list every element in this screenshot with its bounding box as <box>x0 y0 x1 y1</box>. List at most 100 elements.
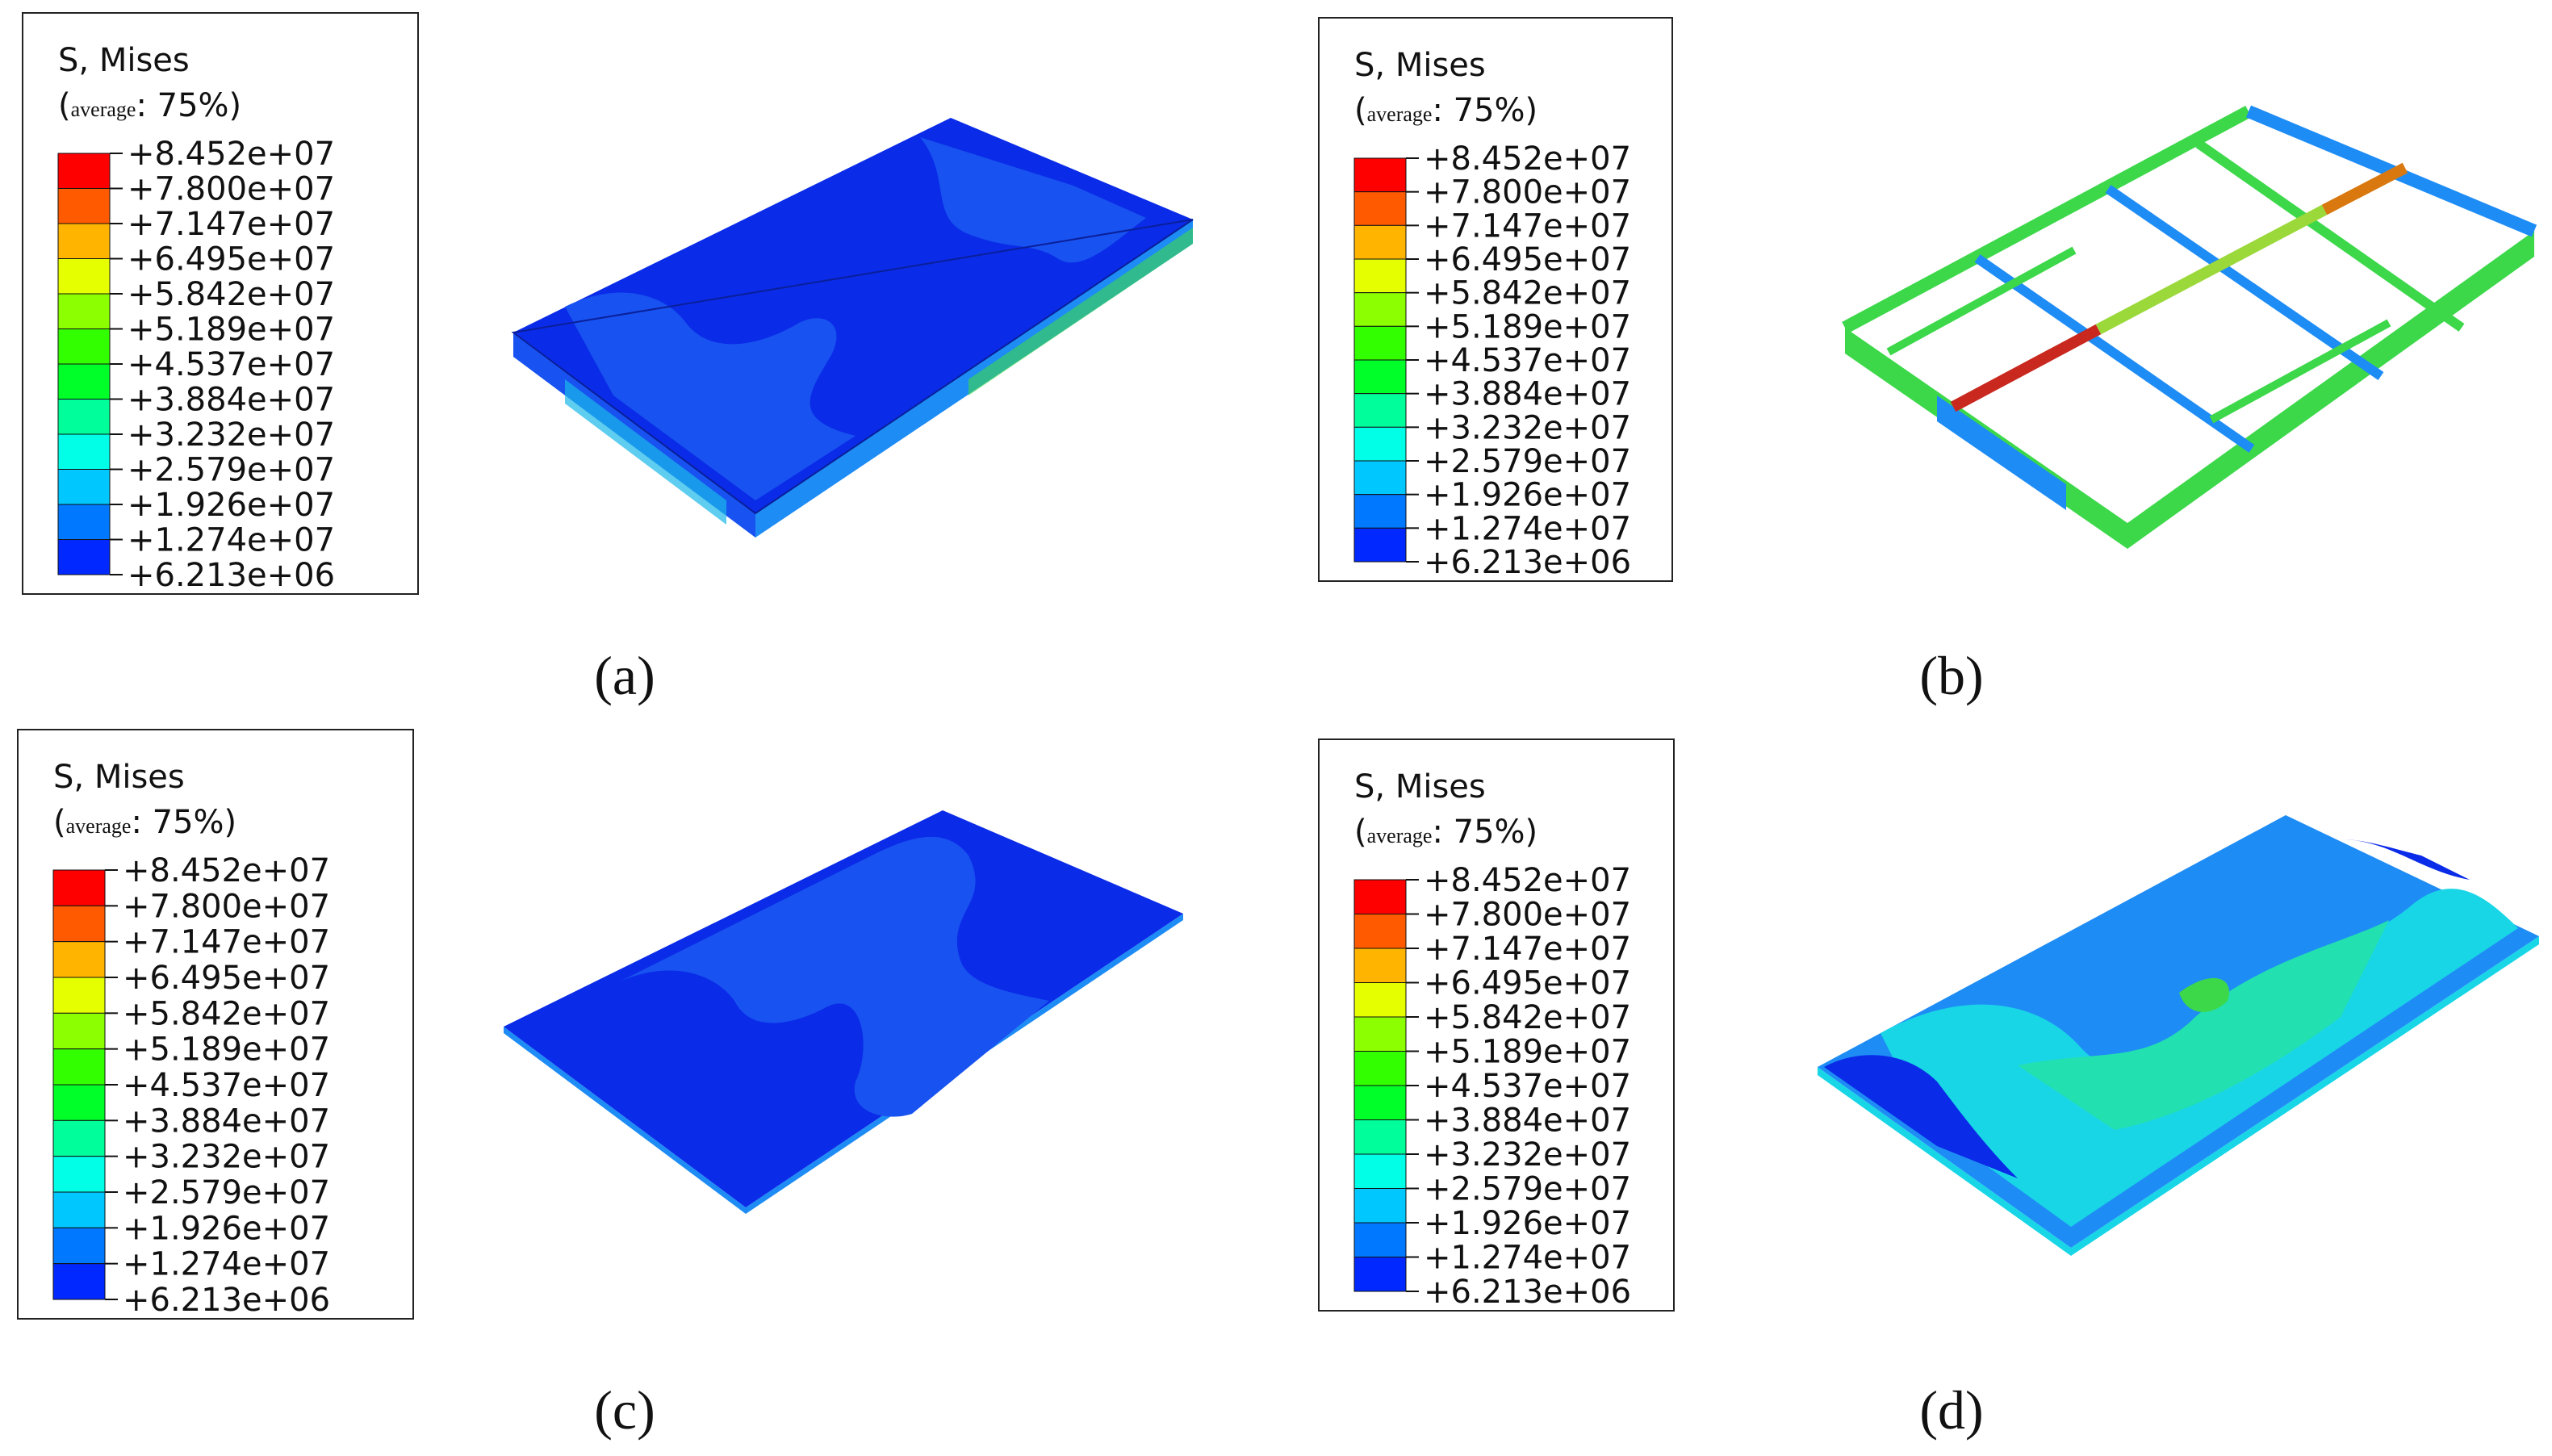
legend-value: +3.232e+07 <box>1424 409 1631 446</box>
legend-value: +1.926e+07 <box>1424 477 1631 514</box>
legend-color-band <box>52 869 106 906</box>
legend-value: +6.213e+06 <box>1424 1274 1631 1311</box>
legend-subtitle: (average: 75%) <box>53 804 236 841</box>
legend-value: +7.147e+07 <box>128 206 335 243</box>
plate-c-top-face <box>504 810 1183 1207</box>
legend-color-band <box>57 399 111 435</box>
legend-value: +6.495e+07 <box>1424 241 1631 278</box>
legend-color-band <box>57 188 111 224</box>
frame-b-long-beam-2 <box>2105 185 2384 380</box>
legend-color-band <box>52 1084 106 1121</box>
legend-color-band <box>52 977 106 1014</box>
legend-value: +5.189e+07 <box>1424 308 1631 345</box>
frame-b-long-beam-3 <box>2195 140 2465 332</box>
legend-color-band <box>52 1156 106 1193</box>
legend-value: +6.213e+06 <box>123 1282 330 1319</box>
legend-color-band <box>52 905 106 943</box>
legend-value: +1.926e+07 <box>123 1210 330 1247</box>
legend-panel-d: S, Mises (average: 75%) +8.452e+07+7.800e+… <box>1318 738 1675 1312</box>
plate-d-deep-blue-corner-right <box>2341 839 2470 880</box>
legend-panel-c: S, Mises (average: 75%) +8.452e+07+7.800e+… <box>17 729 414 1320</box>
legend-paren-close: ) <box>1525 814 1538 851</box>
legend-subtitle: (average: 75%) <box>1354 814 1537 851</box>
legend-paren-open: ( <box>1354 92 1367 129</box>
frame-b-center-beam-mid <box>2095 204 2328 335</box>
legend-color-band <box>1353 393 1407 428</box>
legend-color-band <box>1353 1153 1407 1189</box>
legend-value: +7.800e+07 <box>1424 897 1631 934</box>
legend-panel-b: S, Mises (average: 75%) +8.452e+07+7.800e+… <box>1318 17 1673 582</box>
legend-color-band <box>1353 948 1407 983</box>
legend-color-band <box>1353 879 1407 914</box>
model-d-plate <box>1818 815 2539 1256</box>
plate-a-edge-line <box>511 219 1194 515</box>
legend-color-band <box>57 469 111 505</box>
legend-paren-close: ) <box>229 87 242 124</box>
legend-color-band <box>1353 494 1407 529</box>
legend-value: +8.452e+07 <box>128 136 335 173</box>
legend-color-band <box>1353 460 1407 496</box>
legend-subtitle-percent: : 75% <box>1432 814 1525 851</box>
legend-color-band <box>1353 982 1407 1018</box>
legend-color-band <box>57 293 111 329</box>
legend-value: +3.884e+07 <box>128 382 335 419</box>
legend-color-band <box>1353 1119 1407 1155</box>
legend-value: +3.232e+07 <box>1424 1136 1631 1174</box>
legend-subtitle: (average: 75%) <box>1354 92 1537 129</box>
legend-value: +5.189e+07 <box>123 1031 330 1069</box>
legend-value: +6.213e+06 <box>128 557 335 594</box>
model-c-thin-plate <box>504 810 1183 1214</box>
legend-value: +8.452e+07 <box>123 852 330 889</box>
legend-color-band <box>1353 359 1407 395</box>
plate-d-teal-band <box>2018 920 2389 1130</box>
legend-color-band <box>52 1012 106 1050</box>
legend-value: +5.842e+07 <box>128 276 335 313</box>
legend-subtitle-average: average <box>66 814 132 838</box>
legend-value: +6.495e+07 <box>128 241 335 278</box>
legend-subtitle-average: average <box>1367 103 1433 126</box>
frame-b-trans-beam-1 <box>1886 246 2077 356</box>
legend-value: +7.147e+07 <box>1424 207 1631 245</box>
frame-b-front-rim-blue <box>1937 395 2066 510</box>
legend-color-band <box>52 1227 106 1265</box>
legend-value: +5.189e+07 <box>128 312 335 349</box>
legend-value: +6.213e+06 <box>1424 544 1631 581</box>
legend-color-band <box>1353 914 1407 949</box>
legend-value: +5.842e+07 <box>1424 275 1631 312</box>
legend-color-band <box>57 539 111 575</box>
plate-d-deep-blue-corner-left <box>1824 1055 2018 1178</box>
legend-color-band <box>52 941 106 978</box>
legend-color-band <box>1353 1085 1407 1120</box>
legend-color-band <box>1353 191 1407 226</box>
legend-color-band <box>57 504 111 540</box>
panel-label-b: (b) <box>1919 645 1983 706</box>
legend-color-band <box>1353 1222 1407 1257</box>
legend-value: +7.147e+07 <box>123 924 330 961</box>
legend-value: +5.842e+07 <box>1424 999 1631 1036</box>
legend-subtitle-average: average <box>71 98 136 121</box>
panel-label-d: (d) <box>1919 1379 1983 1441</box>
plate-c-stress-zone <box>613 836 1049 1117</box>
legend-value: +2.579e+07 <box>1424 1171 1631 1208</box>
legend-color-band <box>1353 292 1407 327</box>
legend-color-band <box>57 328 111 365</box>
legend-value: +7.800e+07 <box>128 171 335 208</box>
legend-value: +2.579e+07 <box>1424 443 1631 480</box>
plate-d-green-zone <box>2179 977 2229 1012</box>
model-a-thick-plate <box>511 118 1194 538</box>
legend-paren-open: ( <box>1354 814 1367 851</box>
legend-paren-close: ) <box>1525 92 1538 129</box>
legend-value: +3.884e+07 <box>1424 376 1631 413</box>
legend-value: +3.232e+07 <box>123 1139 330 1176</box>
plate-a-stress-zone-right <box>920 137 1146 263</box>
legend-value: +1.926e+07 <box>1424 1205 1631 1242</box>
legend-subtitle: (average: 75%) <box>58 87 241 124</box>
legend-subtitle-percent: : 75% <box>1432 92 1525 129</box>
legend-paren-open: ( <box>53 804 66 841</box>
legend-title: S, Mises <box>58 42 190 79</box>
legend-value: +1.274e+07 <box>128 522 335 559</box>
legend-title: S, Mises <box>1354 768 1486 805</box>
legend-title: S, Mises <box>1354 47 1486 84</box>
legend-color-band <box>1353 1051 1407 1086</box>
